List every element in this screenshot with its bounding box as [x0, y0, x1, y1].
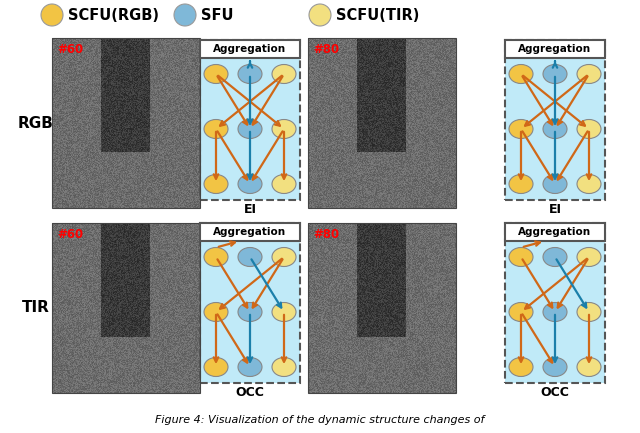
Ellipse shape: [272, 303, 296, 321]
Text: #80: #80: [313, 43, 339, 56]
Text: TIR: TIR: [22, 301, 50, 316]
Ellipse shape: [272, 65, 296, 84]
FancyBboxPatch shape: [505, 40, 605, 200]
Text: SCFU(RGB): SCFU(RGB): [68, 7, 159, 23]
Text: #60: #60: [57, 228, 83, 241]
Text: OCC: OCC: [236, 386, 264, 399]
Ellipse shape: [238, 174, 262, 194]
Ellipse shape: [238, 303, 262, 321]
FancyBboxPatch shape: [200, 223, 300, 383]
Ellipse shape: [204, 174, 228, 194]
Ellipse shape: [272, 248, 296, 266]
Text: Figure 4: Visualization of the dynamic structure changes of: Figure 4: Visualization of the dynamic s…: [156, 415, 484, 425]
Ellipse shape: [509, 120, 533, 139]
Ellipse shape: [543, 248, 567, 266]
Bar: [505, 40, 605, 58]
Ellipse shape: [272, 120, 296, 139]
Ellipse shape: [509, 358, 533, 377]
FancyBboxPatch shape: [200, 40, 300, 200]
Ellipse shape: [577, 358, 601, 377]
Bar: [200, 223, 300, 241]
Ellipse shape: [204, 65, 228, 84]
Text: SCFU(TIR): SCFU(TIR): [336, 7, 419, 23]
Text: Aggregation: Aggregation: [518, 44, 591, 54]
Ellipse shape: [509, 65, 533, 84]
Ellipse shape: [272, 174, 296, 194]
Ellipse shape: [204, 303, 228, 321]
Ellipse shape: [204, 120, 228, 139]
Text: #60: #60: [57, 43, 83, 56]
Ellipse shape: [509, 174, 533, 194]
Ellipse shape: [509, 303, 533, 321]
Text: Aggregation: Aggregation: [213, 44, 287, 54]
Circle shape: [41, 4, 63, 26]
Text: EI: EI: [548, 203, 561, 216]
Ellipse shape: [543, 358, 567, 377]
Bar: [52, 38, 200, 208]
Bar: [52, 223, 200, 393]
Ellipse shape: [204, 248, 228, 266]
Ellipse shape: [238, 358, 262, 377]
Ellipse shape: [577, 65, 601, 84]
Ellipse shape: [543, 120, 567, 139]
Ellipse shape: [577, 303, 601, 321]
Text: Aggregation: Aggregation: [213, 227, 287, 237]
Text: OCC: OCC: [541, 386, 570, 399]
Ellipse shape: [238, 120, 262, 139]
FancyBboxPatch shape: [505, 223, 605, 383]
Bar: [308, 38, 456, 208]
Bar: [200, 40, 300, 58]
Bar: [308, 223, 456, 393]
Ellipse shape: [238, 248, 262, 266]
Text: SFU: SFU: [201, 7, 234, 23]
Ellipse shape: [204, 358, 228, 377]
Ellipse shape: [577, 174, 601, 194]
Ellipse shape: [238, 65, 262, 84]
Ellipse shape: [543, 174, 567, 194]
Circle shape: [309, 4, 331, 26]
Circle shape: [174, 4, 196, 26]
Bar: [505, 223, 605, 241]
Ellipse shape: [272, 358, 296, 377]
Text: RGB: RGB: [18, 116, 54, 130]
Text: EI: EI: [243, 203, 257, 216]
Ellipse shape: [543, 65, 567, 84]
Ellipse shape: [543, 303, 567, 321]
Text: Aggregation: Aggregation: [518, 227, 591, 237]
Text: #80: #80: [313, 228, 339, 241]
Ellipse shape: [577, 248, 601, 266]
Ellipse shape: [577, 120, 601, 139]
Ellipse shape: [509, 248, 533, 266]
